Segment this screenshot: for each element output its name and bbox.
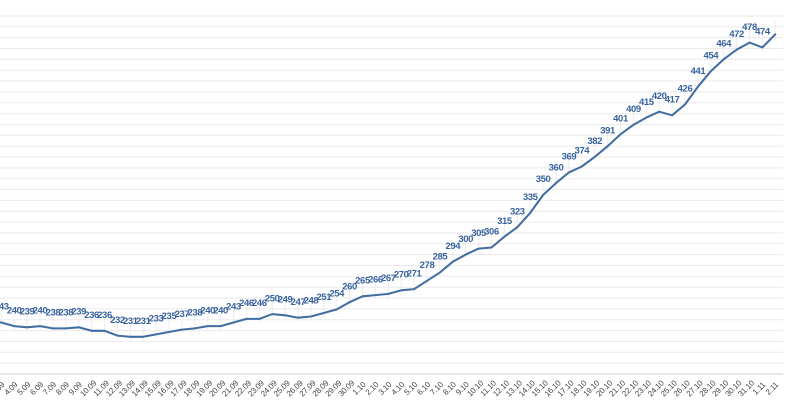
svg-text:232: 232 [110, 315, 125, 326]
svg-text:231: 231 [136, 316, 152, 327]
svg-text:240: 240 [200, 305, 215, 316]
svg-text:236: 236 [84, 310, 99, 321]
svg-text:270: 270 [394, 270, 409, 281]
svg-text:237: 237 [175, 309, 190, 320]
svg-text:360: 360 [549, 162, 564, 173]
svg-text:305: 305 [471, 228, 487, 239]
svg-text:464: 464 [716, 39, 732, 50]
svg-text:260: 260 [342, 281, 357, 292]
svg-text:233: 233 [149, 314, 164, 325]
svg-text:238: 238 [58, 308, 73, 319]
svg-text:350: 350 [536, 174, 551, 185]
svg-text:243: 243 [226, 302, 241, 313]
svg-text:239: 239 [20, 307, 35, 318]
svg-text:417: 417 [665, 95, 680, 106]
svg-text:246: 246 [252, 298, 267, 309]
svg-text:240: 240 [213, 305, 228, 316]
svg-text:243: 243 [0, 302, 9, 313]
svg-text:294: 294 [445, 241, 461, 252]
svg-text:254: 254 [329, 289, 345, 300]
svg-text:420: 420 [652, 91, 667, 102]
svg-text:238: 238 [187, 308, 202, 319]
svg-text:278: 278 [420, 260, 435, 271]
svg-text:247: 247 [291, 297, 306, 308]
svg-text:267: 267 [381, 273, 396, 284]
svg-text:323: 323 [510, 206, 525, 217]
svg-text:369: 369 [562, 152, 577, 163]
svg-text:426: 426 [678, 84, 693, 95]
svg-text:236: 236 [97, 310, 112, 321]
svg-text:240: 240 [33, 305, 48, 316]
svg-text:478: 478 [742, 22, 757, 33]
svg-text:441: 441 [691, 66, 707, 77]
svg-text:454: 454 [703, 50, 719, 61]
svg-text:285: 285 [433, 252, 449, 263]
svg-text:415: 415 [639, 97, 655, 108]
svg-text:248: 248 [304, 296, 319, 307]
svg-text:271: 271 [407, 268, 423, 279]
svg-text:240: 240 [7, 305, 22, 316]
svg-text:374: 374 [574, 146, 590, 157]
svg-text:391: 391 [600, 125, 616, 136]
svg-text:3.09: 3.09 [0, 380, 7, 397]
svg-text:231: 231 [123, 316, 139, 327]
svg-text:300: 300 [458, 234, 473, 245]
svg-text:239: 239 [71, 307, 86, 318]
svg-text:401: 401 [613, 114, 629, 125]
svg-text:266: 266 [368, 274, 383, 285]
svg-text:382: 382 [587, 136, 602, 147]
svg-text:249: 249 [278, 295, 293, 306]
svg-text:246: 246 [239, 298, 254, 309]
svg-text:250: 250 [265, 293, 280, 304]
svg-text:265: 265 [355, 276, 371, 287]
svg-text:409: 409 [626, 104, 641, 115]
svg-text:235: 235 [162, 311, 178, 322]
svg-text:238: 238 [46, 308, 61, 319]
svg-text:472: 472 [729, 29, 744, 40]
svg-text:306: 306 [484, 227, 499, 238]
svg-text:315: 315 [497, 216, 513, 227]
svg-text:474: 474 [755, 27, 771, 38]
svg-text:251: 251 [316, 292, 332, 303]
svg-text:335: 335 [523, 192, 539, 203]
